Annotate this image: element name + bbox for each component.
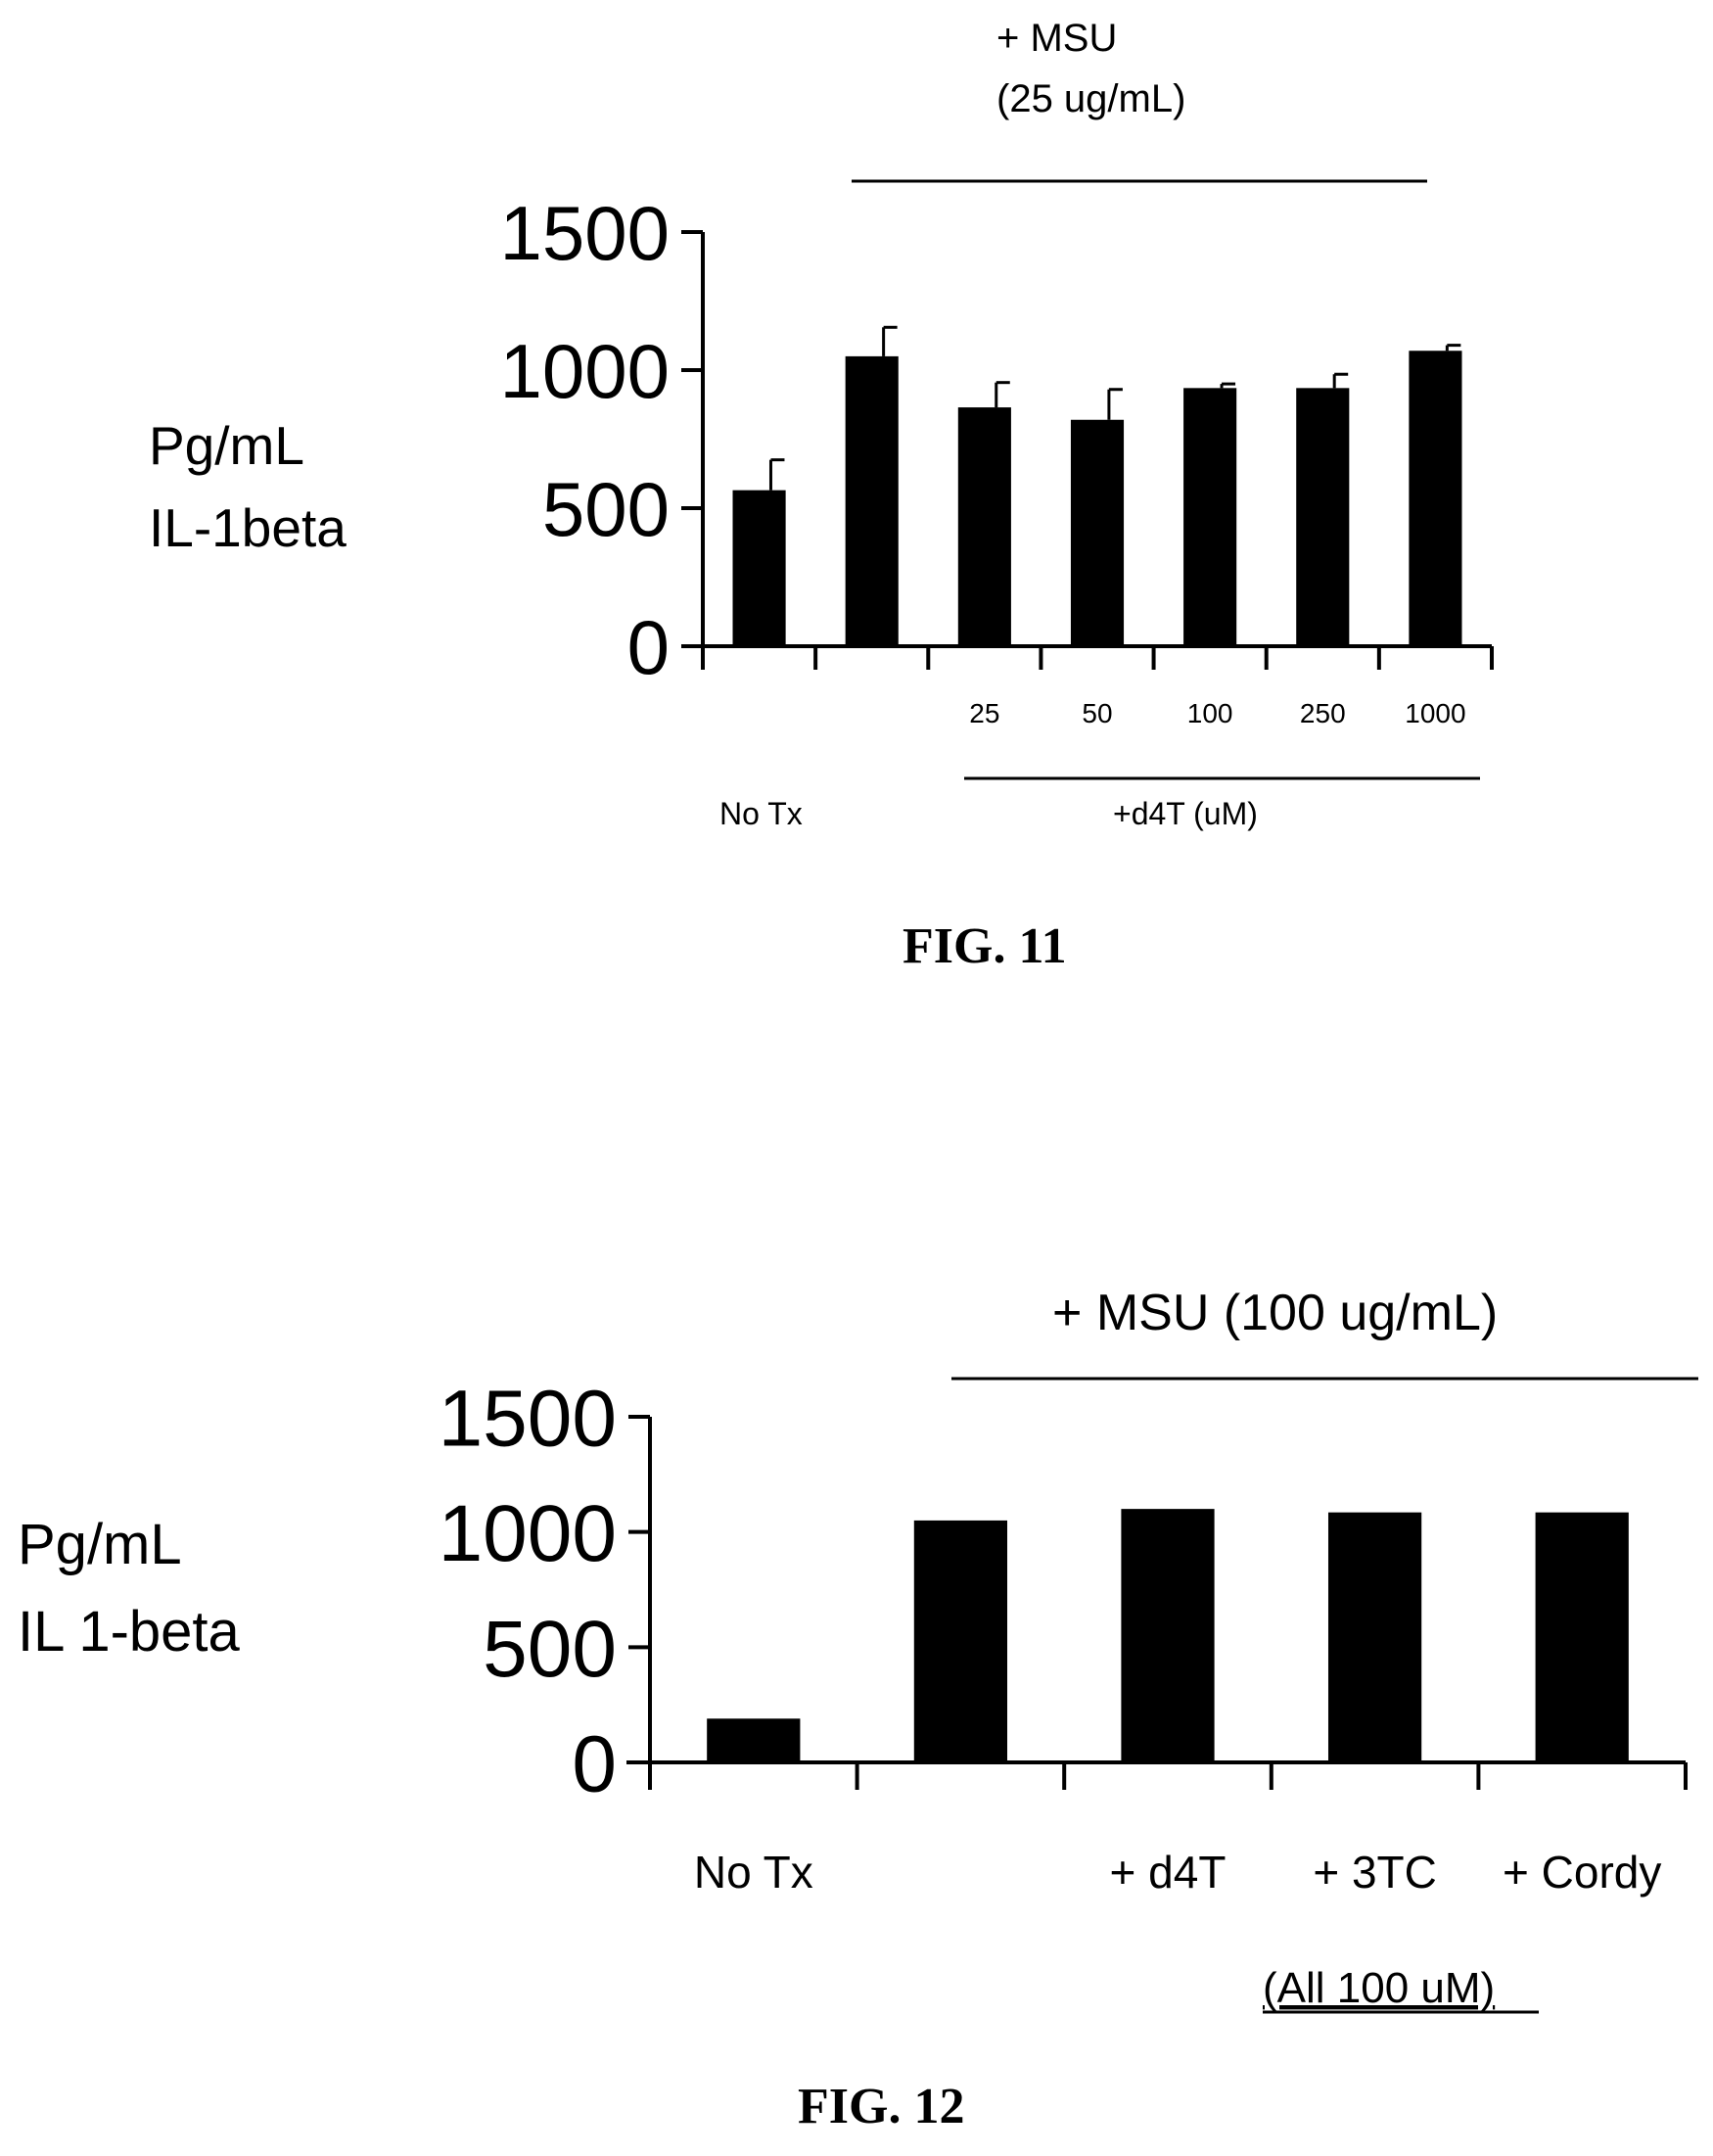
fig12-note-label: (All 100 uM) [1263,1964,1495,2012]
fig12-y-tick-label: 0 [572,1720,617,1809]
fig11-chart: + MSU (25 ug/mL) Pg/mL IL-1beta 05001000… [149,17,1494,974]
fig11-y-tick-label: 500 [542,466,670,552]
fig12-bar-1 [913,1520,1008,1762]
fig12-x-label-2: + d4T [1110,1847,1227,1898]
fig12-bar-0 [707,1718,801,1762]
fig11-bar-5 [1296,388,1350,646]
fig12-figure-label: FIG. 12 [798,2079,964,2134]
fig11-bar-2 [957,407,1011,646]
fig12-x-tick-labels: No Tx + d4T + 3TC + Cordy [694,1847,1662,1898]
fig12-chart: + MSU (100 ug/mL) Pg/mL IL 1-beta 0 500 10… [18,1285,1698,2134]
fig11-y-tick-label: 0 [627,604,670,690]
fig12-x-ticks [648,1762,1688,1790]
fig11-group-top-sublabel: (25 ug/mL) [996,77,1185,120]
fig12-y-tick-labels: 0 500 1000 1500 [439,1375,650,1809]
fig11-bar-4 [1183,388,1237,646]
fig11-x-label-6: 1000 [1405,698,1465,728]
fig12-y-axis-label-line2: IL 1-beta [18,1600,241,1664]
fig11-x-tick-labels: 25 50 100 250 1000 [969,698,1465,728]
fig11-group-top-label: + MSU [996,17,1117,60]
fig12-y-tick-label: 500 [483,1605,617,1694]
fig11-bars [732,325,1462,646]
fig12-x-label-0: No Tx [694,1847,813,1898]
fig12-bar-3 [1327,1512,1422,1762]
fig11-y-tick-labels: 0 500 1000 1500 [499,190,703,690]
fig12-y-axis-label-line1: Pg/mL [18,1513,182,1576]
fig12-bar-2 [1121,1509,1215,1762]
fig12-y-tick-label: 1500 [439,1375,617,1464]
fig11-figure-label: FIG. 11 [903,918,1067,974]
fig11-y-axis-label-line1: Pg/mL [149,415,304,476]
fig11-x-label-4: 100 [1187,698,1233,728]
fig11-x-label-5: 250 [1300,698,1346,728]
fig12-x-label-3: + 3TC [1313,1847,1437,1898]
fig11-y-tick-label: 1000 [499,328,670,414]
fig12-group-top-label: + MSU (100 ug/mL) [1052,1285,1498,1341]
fig11-bar-6 [1409,351,1462,646]
fig11-x-label-2: 25 [969,698,999,728]
fig11-x-label-3: 50 [1082,698,1112,728]
fig11-bar-3 [1070,419,1125,646]
fig11-y-axis-label-line2: IL-1beta [149,497,347,558]
fig12-bar-4 [1535,1512,1629,1762]
fig12-bars [707,1509,1629,1762]
fig11-group-bottom-label: +d4T (uM) [1113,796,1258,831]
fig11-bar-1 [845,355,899,646]
fig12-y-tick-label: 1000 [439,1489,617,1578]
fig11-y-tick-label: 1500 [499,190,670,276]
fig12-x-label-4: + Cordy [1503,1847,1661,1898]
fig11-notx-label: No Tx [719,796,803,831]
fig11-bar-0 [732,490,786,646]
fig11-x-ticks [701,646,1494,670]
